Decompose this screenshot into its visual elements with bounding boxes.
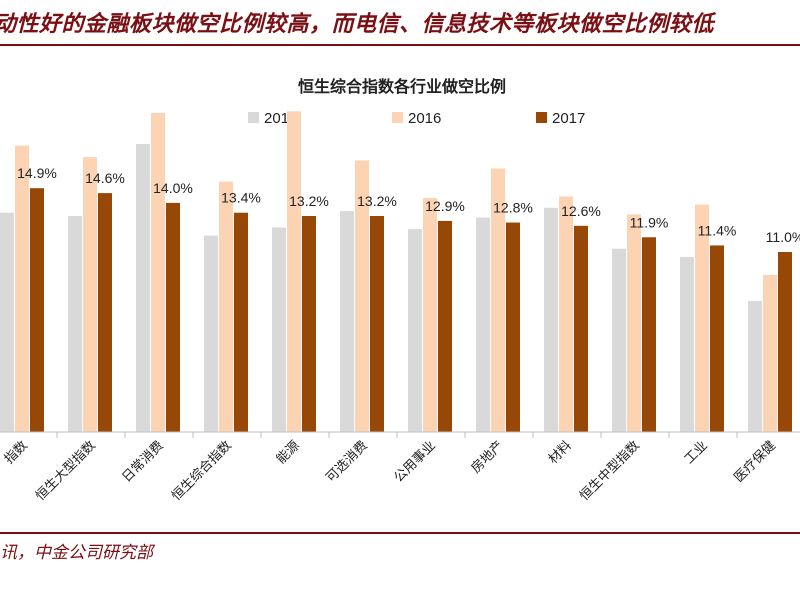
bar-2015-5: [340, 211, 354, 432]
data-label-10: 11.4%: [698, 222, 737, 238]
data-label-7: 12.8%: [493, 200, 533, 216]
bar-2016-10: [695, 204, 709, 432]
bar-2017-0: [30, 188, 44, 432]
bar-2015-8: [544, 207, 558, 432]
bar-2016-6: [423, 198, 437, 432]
bar-2017-1: [98, 193, 112, 432]
category-label-7: 房地产: [468, 438, 507, 477]
bottom-divider: [0, 532, 800, 534]
category-label-10: 工业: [682, 438, 711, 467]
bar-2017-4: [302, 216, 316, 432]
bar-2016-7: [491, 168, 505, 432]
bar-2015-0: [0, 212, 14, 432]
bar-2016-0: [15, 145, 29, 433]
bar-2015-2: [136, 144, 150, 432]
bar-2016-2: [151, 112, 165, 432]
bar-2017-5: [370, 216, 384, 432]
bar-2017-10: [710, 245, 724, 432]
bar-2016-11: [763, 274, 777, 432]
category-label-4: 能源: [274, 438, 303, 467]
legend-label-2017: 2017: [552, 110, 585, 127]
bar-2017-3: [234, 212, 248, 432]
bar-2016-9: [627, 214, 641, 432]
data-label-9: 11.9%: [630, 214, 669, 230]
data-label-2: 14.0%: [153, 180, 193, 196]
category-label-11: 医疗保健: [731, 438, 778, 485]
data-label-6: 12.9%: [425, 198, 465, 214]
top-divider: [0, 44, 800, 46]
bar-2015-1: [68, 216, 82, 432]
data-label-1: 14.6%: [85, 170, 125, 186]
category-label-1: 恒生大型指数: [33, 438, 99, 504]
data-label-4: 13.2%: [289, 193, 329, 209]
bar-2017-8: [574, 225, 588, 432]
category-label-6: 公用事业: [391, 438, 438, 485]
data-label-0: 14.9%: [17, 165, 57, 181]
legend-swatch-2017: [536, 112, 547, 123]
category-label-3: 恒生综合指数: [169, 438, 235, 504]
bar-2016-8: [559, 196, 573, 432]
bar-2017-11: [778, 252, 792, 432]
page-headline: 动性好的金融板块做空比例较高，而电信、信息技术等板块做空比例较低: [0, 0, 800, 40]
chart-data-labels: 14.9% 14.6% 14.0% 13.4% 13.2% 13.2% 12.9% 12.8%…: [17, 165, 800, 245]
legend-swatch-2015: [248, 112, 259, 123]
bar-2016-1: [83, 157, 97, 432]
bar-2015-4: [272, 227, 286, 432]
bar-2015-10: [680, 256, 694, 432]
category-label-5: 可选消费: [323, 438, 370, 485]
bar-2015-11: [748, 301, 762, 432]
legend-label-2016: 2016: [408, 110, 441, 127]
data-label-5: 13.2%: [357, 193, 397, 209]
category-label-9: 恒生中型指数: [577, 438, 643, 504]
x-axis-ticks: [56, 432, 738, 438]
bar-2017-6: [438, 220, 452, 432]
data-label-8: 12.6%: [561, 203, 601, 219]
bar-2017-9: [642, 237, 656, 432]
data-label-3: 13.4%: [221, 190, 261, 206]
bar-2016-4: [287, 111, 301, 432]
headline-text: 动性好的金融板块做空比例较高，而电信、信息技术等板块做空比例较低: [0, 11, 715, 37]
bar-2017-2: [166, 202, 180, 432]
bar-2015-7: [476, 217, 490, 432]
source-note: 讯，中金公司研究部: [0, 543, 153, 563]
bar-2015-3: [204, 235, 218, 432]
bar-2015-9: [612, 248, 626, 432]
category-label-2: 日常消费: [119, 438, 166, 485]
x-axis-categories: 指数 恒生大型指数 日常消费 恒生综合指数 能源 可选消费 公用事业 房地产 材料 恒生中型指数 工…: [2, 438, 779, 504]
bar-2016-5: [355, 160, 369, 432]
bar-2015-6: [408, 229, 422, 432]
chart-bars: [0, 111, 792, 433]
bar-2017-7: [506, 222, 520, 432]
chart-title: 恒生综合指数各行业做空比例: [298, 77, 506, 96]
category-label-8: 材料: [546, 438, 575, 467]
legend-swatch-2016: [392, 112, 403, 123]
bar-2016-3: [219, 181, 233, 432]
category-label-0: 指数: [2, 438, 31, 467]
data-label-11: 11.0%: [766, 229, 800, 245]
